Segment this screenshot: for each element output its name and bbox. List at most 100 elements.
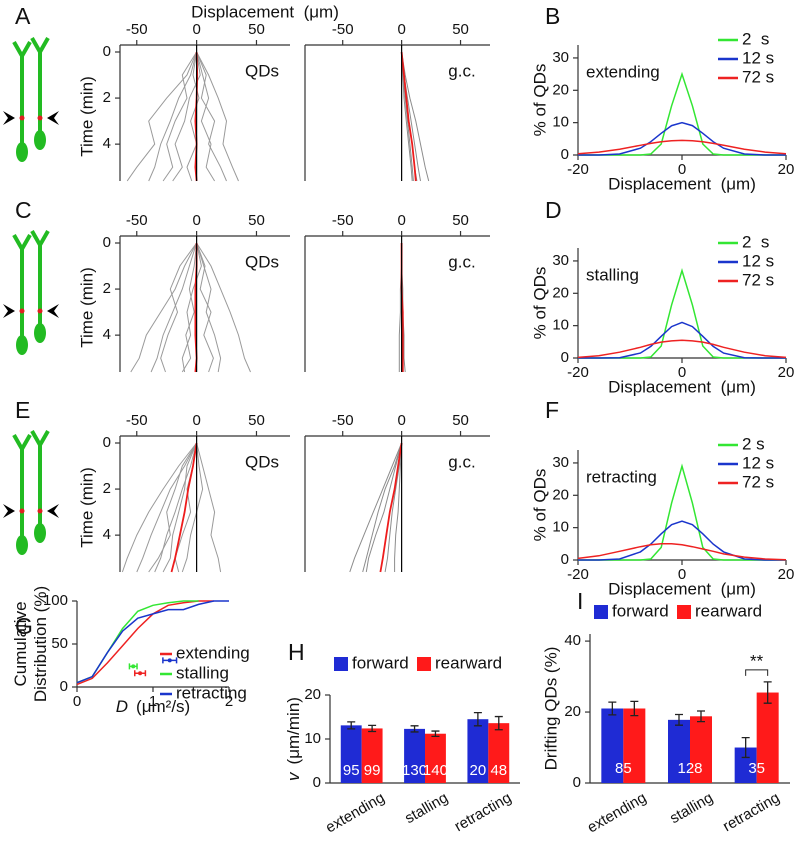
- axis-title: Time (min): [77, 467, 96, 548]
- legend-swatch: [417, 657, 431, 671]
- y-tick-label: 0: [573, 774, 581, 791]
- n-label: 140: [423, 762, 448, 779]
- trajectory: [379, 442, 403, 573]
- panel-label: QDs: [245, 452, 279, 471]
- panel-label: g.c.: [448, 61, 475, 80]
- trajectory: [162, 442, 198, 573]
- n-label: 85: [615, 760, 632, 777]
- trajectory: [384, 442, 403, 573]
- trajectory: [121, 442, 197, 573]
- legend-label: 2 s: [742, 29, 769, 48]
- panel-label: QDs: [245, 61, 279, 80]
- x-tick-label: 0: [192, 21, 200, 38]
- panel-letter: E: [15, 397, 30, 423]
- trajectory: [150, 242, 198, 373]
- legend-label: retracting: [176, 683, 247, 702]
- n-label: 128: [677, 760, 702, 777]
- x-tick-label: -20: [567, 566, 589, 583]
- panel-letter: C: [15, 197, 32, 223]
- bar: [404, 728, 425, 783]
- x-tick-label: 20: [778, 566, 795, 583]
- bar: [340, 725, 362, 783]
- axis-title: Displacement (μm): [608, 174, 756, 193]
- x-tick-label: 20: [778, 364, 795, 381]
- curve: [578, 121, 786, 156]
- trajectory: [172, 51, 201, 182]
- bar: [488, 723, 510, 783]
- error-bar: [763, 681, 772, 704]
- trajectory: [160, 242, 198, 373]
- trajectory: [394, 442, 403, 572]
- axis-title: Drifting QDs (%): [541, 647, 560, 771]
- legend-swatch: [594, 605, 608, 619]
- x-tick-label: -50: [332, 21, 354, 38]
- panel-letter: F: [545, 397, 559, 423]
- curve: [578, 321, 786, 359]
- error-bar: [675, 713, 683, 726]
- bar: [668, 719, 690, 783]
- y-tick-label: 4: [103, 135, 111, 152]
- mean-marker: [138, 671, 143, 676]
- legend-label: 2 s: [742, 434, 765, 453]
- axis-title: Displacement (μm): [608, 377, 756, 396]
- x-tick-label: -20: [567, 161, 589, 178]
- panel-letter: A: [15, 3, 31, 29]
- bar: [734, 747, 757, 783]
- trajectory: [365, 442, 403, 573]
- y-tick-label: 20: [564, 703, 581, 720]
- error-bar: [630, 700, 639, 717]
- bar: [623, 708, 646, 783]
- panel-label: g.c.: [448, 252, 475, 271]
- legend-label: rearward: [435, 653, 502, 672]
- mean-marker: [131, 664, 136, 669]
- y-tick-label: 0: [103, 434, 111, 451]
- x-tick-label: 0: [192, 412, 200, 429]
- axis-title: Displacement (μm): [191, 2, 339, 21]
- error-bar: [347, 721, 356, 730]
- panel-label: g.c.: [448, 452, 475, 471]
- error-bar: [410, 725, 419, 733]
- axis-title: % of QDs: [530, 64, 549, 137]
- legend-label: 72 s: [742, 270, 774, 289]
- x-tick-label: 0: [678, 161, 686, 178]
- x-tick-label: 50: [248, 21, 265, 38]
- trajectory: [162, 51, 198, 182]
- y-tick-label: 50: [51, 635, 68, 652]
- bar: [467, 719, 489, 783]
- trajectory: [196, 51, 239, 182]
- x-tick-label: -50: [332, 212, 354, 229]
- x-tick-label: 0: [397, 21, 405, 38]
- axis-title: D (μm²/s): [116, 697, 190, 716]
- x-tick-label: 50: [248, 212, 265, 229]
- panel-letter: I: [577, 588, 583, 614]
- panel-letter: B: [545, 3, 560, 29]
- significance-bracket: [745, 669, 769, 676]
- legend-label: rearward: [695, 601, 762, 620]
- chart-title: retracting: [586, 467, 657, 486]
- trajectory: [170, 442, 198, 573]
- legend-swatch: [334, 657, 348, 671]
- bar: [361, 728, 383, 783]
- x-tick-label: -50: [126, 212, 148, 229]
- y-tick-label: 0: [60, 678, 68, 695]
- x-tick-label: 2: [225, 693, 233, 710]
- n-label: 99: [364, 762, 381, 779]
- trajectory: [401, 51, 414, 182]
- trajectory: [181, 242, 202, 373]
- trajectory: [181, 242, 198, 373]
- legend-label: stalling: [176, 663, 229, 682]
- trajectory: [362, 442, 403, 573]
- legend-label: 12 s: [742, 453, 774, 472]
- legend-label: forward: [612, 601, 669, 620]
- error-bar: [368, 724, 377, 733]
- error-bar: [494, 715, 503, 731]
- bar: [690, 716, 712, 783]
- chart-title: stalling: [586, 265, 639, 284]
- n-label: 95: [343, 762, 360, 779]
- legend-label: 72 s: [742, 472, 774, 491]
- x-tick-label: 50: [452, 212, 469, 229]
- curve: [76, 600, 229, 684]
- y-tick-label: 0: [313, 774, 321, 791]
- x-tick-label: 50: [248, 412, 265, 429]
- panel-letter: G: [15, 613, 33, 639]
